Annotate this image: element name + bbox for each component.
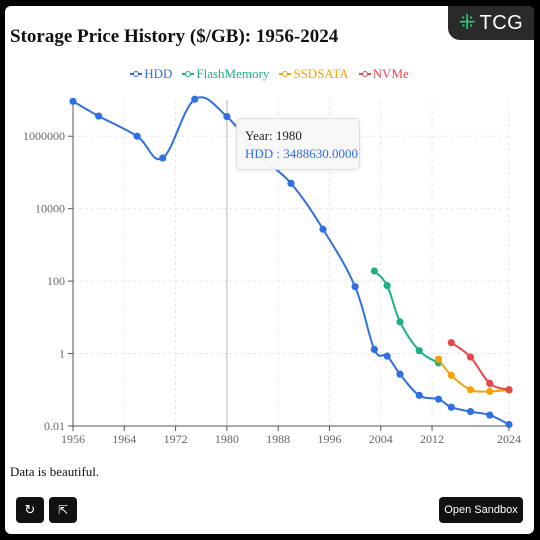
data-point-ssdsata	[447, 371, 455, 379]
data-point-nvme	[466, 353, 475, 361]
y-tick-label: 1	[59, 347, 65, 361]
series-line-nvme	[450, 341, 510, 391]
data-point-hdd	[191, 95, 199, 103]
chart-caption: Data is beautiful.	[10, 464, 100, 479]
refresh-icon: ↻	[24, 502, 36, 517]
data-point-flashmemory	[396, 318, 404, 326]
data-point-hdd	[69, 97, 77, 105]
data-point-nvme	[447, 339, 455, 347]
chart-tooltip: Year: 1980 HDD : 3488630.0000	[236, 118, 360, 170]
data-point-hdd	[383, 352, 391, 360]
y-tick-label: 10000	[35, 202, 65, 216]
legend-item-flashmemory[interactable]: FlashMemory	[182, 66, 269, 82]
chart-legend: HDD FlashMemory SSDSATA NVMe	[5, 66, 534, 82]
data-point-hdd	[223, 112, 231, 121]
legend-label: FlashMemory	[196, 66, 270, 81]
data-point-flashmemory	[383, 282, 391, 290]
x-tick-label: 2004	[369, 432, 393, 446]
tcg-logo-icon: ⁜	[458, 12, 476, 34]
legend-swatch-icon	[130, 70, 143, 78]
x-tick-label: 2012	[420, 432, 444, 446]
tooltip-year: Year: 1980	[245, 128, 302, 143]
data-point-hdd	[133, 132, 141, 140]
data-point-ssdsata	[434, 355, 443, 363]
legend-item-nvme[interactable]: NVMe	[358, 66, 409, 82]
x-tick-label: 1972	[164, 432, 188, 446]
chart-card: Storage Price History ($/GB): 1956-2024 …	[5, 6, 534, 534]
data-point-flashmemory	[370, 267, 378, 275]
legend-swatch-icon	[182, 70, 195, 78]
x-tick-label: 2024	[497, 432, 521, 446]
legend-item-hdd[interactable]: HDD	[130, 66, 172, 82]
x-tick-label: 1996	[317, 432, 341, 446]
data-point-hdd	[319, 225, 327, 233]
data-point-nvme	[486, 379, 494, 387]
x-tick-label: 1964	[112, 432, 136, 446]
legend-swatch-icon	[279, 70, 292, 78]
data-point-hdd	[159, 154, 167, 162]
data-point-hdd	[95, 112, 103, 120]
tooltip-value: HDD : 3488630.0000	[245, 146, 359, 161]
data-point-hdd	[415, 391, 423, 399]
data-point-hdd	[396, 370, 404, 378]
open-sandbox-button[interactable]: Open Sandbox	[439, 497, 523, 523]
data-point-hdd	[287, 179, 295, 187]
data-point-flashmemory	[415, 347, 423, 355]
chart-title: Storage Price History ($/GB): 1956-2024	[10, 26, 339, 47]
data-point-hdd	[486, 411, 494, 419]
tcg-badge: ⁜ TCG	[448, 6, 534, 40]
data-point-hdd	[351, 283, 359, 291]
x-tick-label: 1988	[266, 432, 290, 446]
x-tick-label: 1980	[215, 432, 239, 446]
data-point-hdd	[505, 420, 513, 429]
line-chart[interactable]: 0.01 1 100 10000 1000000 1956 1964 1972 1980 1988…	[5, 86, 534, 456]
legend-swatch-icon	[358, 70, 371, 78]
y-tick-label: 0.01	[44, 419, 65, 433]
legend-label: SSDSATA	[293, 66, 349, 81]
data-point-hdd	[447, 403, 455, 411]
external-link-icon: ⇱	[57, 503, 69, 517]
data-point-hdd	[370, 345, 378, 354]
data-point-ssdsata	[466, 386, 475, 394]
data-point-hdd	[466, 407, 475, 416]
data-point-hdd	[434, 395, 443, 403]
legend-item-ssdsata[interactable]: SSDSATA	[279, 66, 349, 82]
legend-label: HDD	[144, 66, 173, 81]
refresh-button[interactable]: ↻	[16, 497, 44, 523]
data-point-ssdsata	[486, 387, 494, 396]
y-tick-label: 1000000	[23, 129, 65, 143]
x-tick-label: 1956	[61, 432, 85, 446]
open-external-button[interactable]: ⇱	[49, 497, 77, 523]
y-tick-label: 100	[47, 274, 65, 288]
legend-label: NVMe	[372, 66, 409, 81]
data-point-nvme	[505, 386, 513, 394]
tcg-badge-text: TCG	[479, 11, 524, 34]
